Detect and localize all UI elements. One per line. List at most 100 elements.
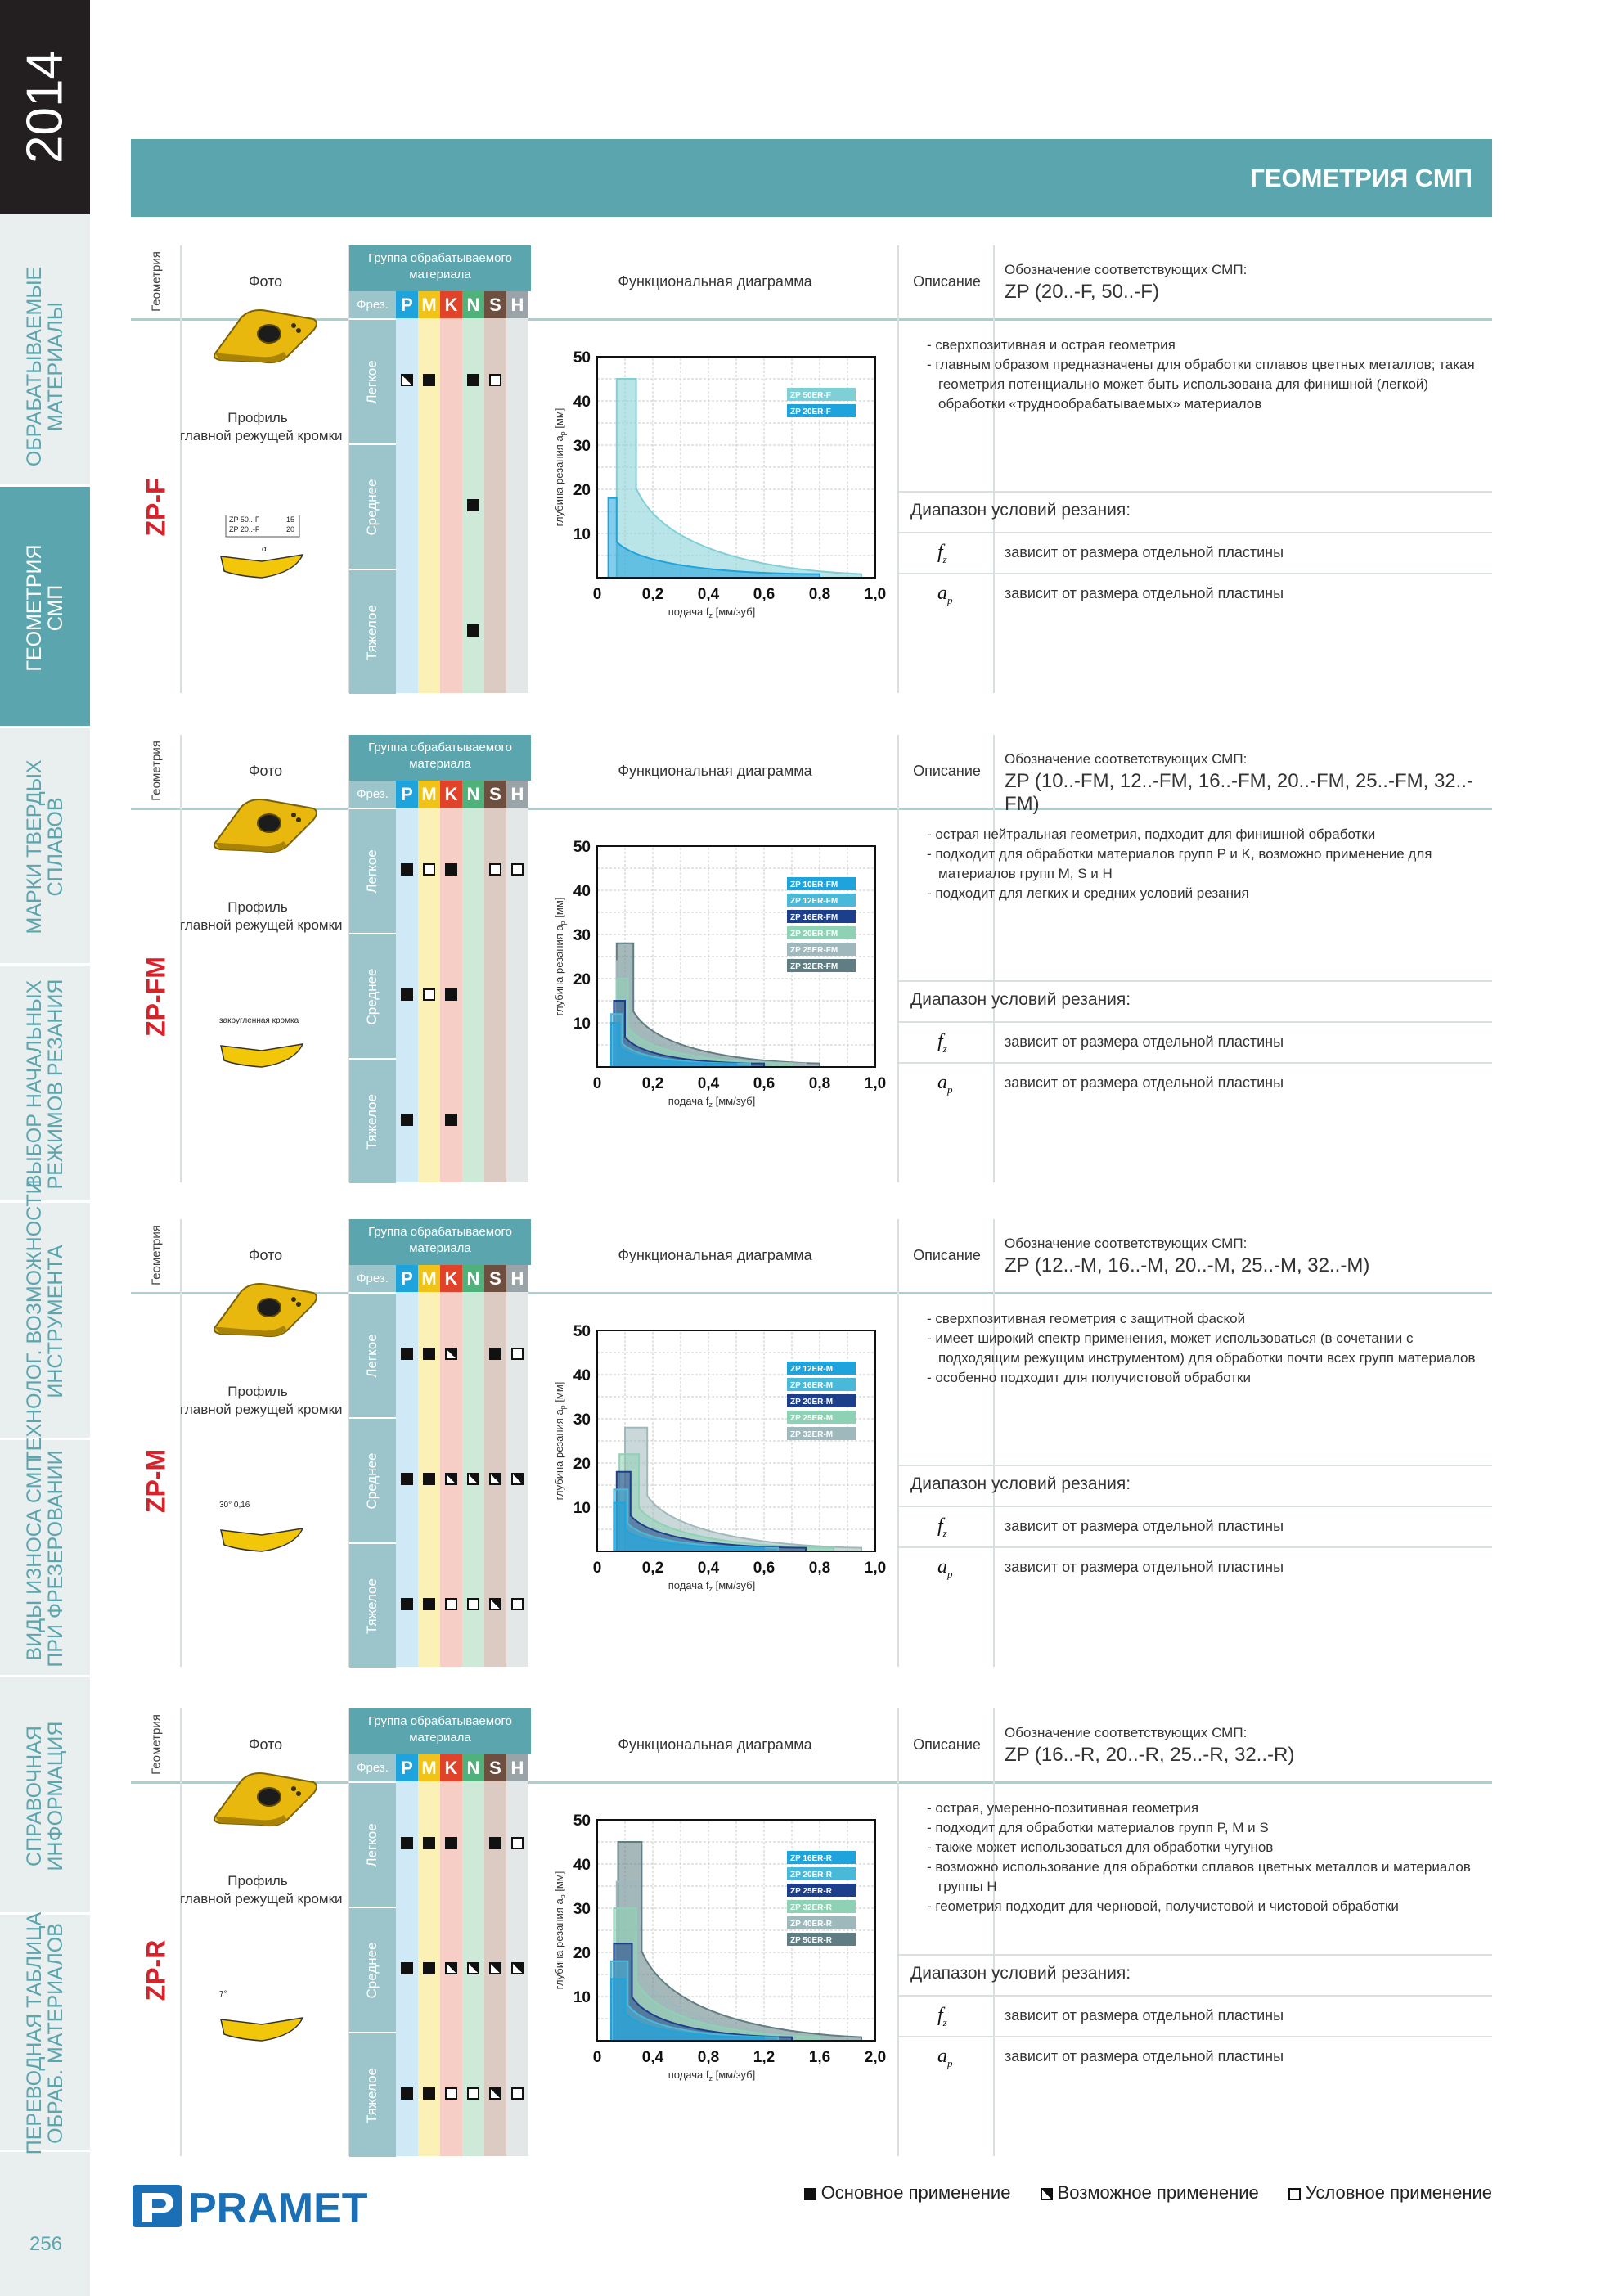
sidebar-tab-4[interactable]: ВЫБОР НАЧАЛЬНЫХ РЕЖИМОВ РЕЗАНИЯ bbox=[0, 966, 90, 1203]
designation-label: Обозначение соответствующих СМП: bbox=[1005, 751, 1248, 767]
legend-label: ZP 32ER-R bbox=[790, 1903, 833, 1912]
material-K-header: K bbox=[440, 781, 462, 808]
sidebar-tab-2[interactable]: ГЕОМЕТРИЯ СМП bbox=[0, 487, 90, 728]
x-tick-label: 0,8 bbox=[809, 1075, 830, 1092]
material-K-header: K bbox=[440, 1754, 462, 1781]
load-level-1: Легкое bbox=[349, 1781, 396, 1907]
x-tick-label: 0,8 bbox=[698, 2049, 719, 2066]
legend-label: ZP 25ER-M bbox=[790, 1414, 833, 1423]
range-label: Диапазон условий резания: bbox=[910, 990, 1131, 1009]
description-item: - острая, умеренно-позитивная геометрия bbox=[927, 1800, 1199, 1816]
legend-possible: Возможное применение bbox=[1040, 2182, 1259, 2204]
row-divider bbox=[899, 573, 1492, 574]
legend-swatch bbox=[787, 388, 856, 401]
frez-header: Фрез. bbox=[349, 1265, 396, 1292]
sketch-label: 7° bbox=[219, 1990, 227, 1999]
sidebar-tab-5[interactable]: ТЕХНОЛОГ. ВОЗМОЖНОСТИ ИНСТРУМЕНТА bbox=[0, 1179, 90, 1464]
column-divider bbox=[131, 245, 182, 693]
description-item: - острая нейтральная геометрия, подходит… bbox=[927, 826, 1376, 842]
load-level-3: Тяжелое bbox=[349, 2032, 396, 2157]
y-axis-label-text: глубина резания a bbox=[553, 1409, 565, 1501]
x-axis-subscript: z bbox=[709, 1101, 713, 1108]
geometry-section-zp-r: Геометрия Фото Группа обрабатываемого мате… bbox=[131, 1708, 1492, 2157]
sidebar-tab-label: ТЕХНОЛОГ. ВОЗМОЖНОСТИ ИНСТРУМЕНТА bbox=[23, 1179, 67, 1464]
legend-label: ZP 25ER-R bbox=[790, 1887, 833, 1896]
y-axis-label-text: глубина резания a bbox=[553, 1898, 565, 1990]
legend-label: ZP 40ER-R bbox=[790, 1920, 833, 1929]
sidebar-tab-1[interactable]: ОБРАБАТЫВАЕМЫЕ МАТЕРИАЛЫ bbox=[0, 245, 90, 487]
load-level-2: Среднее bbox=[349, 933, 396, 1058]
legend-swatch bbox=[787, 1884, 856, 1897]
profile-label: Профиль главной режущей кромки bbox=[180, 899, 343, 933]
geometry-section-zp-m: Геометрия Фото Группа обрабатываемого мате… bbox=[131, 1219, 1492, 1668]
range-label: Диапазон условий резания: bbox=[910, 1964, 1131, 1983]
page-title: ГЕОМЕТРИЯ СМП bbox=[1250, 164, 1472, 192]
load-level-1: Легкое bbox=[349, 318, 396, 443]
x-axis-label-text: подача f bbox=[668, 1095, 709, 1107]
legend-swatch bbox=[787, 926, 856, 939]
legend-swatch bbox=[787, 1933, 856, 1946]
material-S-header: S bbox=[484, 1265, 506, 1292]
description-list: - острая нейтральная геометрия, подходит… bbox=[927, 825, 1491, 903]
sidebar-tab-label: ВЫБОР НАЧАЛЬНЫХ РЕЖИМОВ РЕЗАНИЯ bbox=[23, 979, 67, 1190]
legend-main: Основное применение bbox=[803, 2182, 1010, 2204]
sidebar-tab-3[interactable]: МАРКИ ТВЕРДЫХ СПЛАВОВ bbox=[0, 728, 90, 966]
usage-legend: Основное применение Возможное применение… bbox=[780, 2182, 1492, 2204]
usage-mark-full bbox=[423, 374, 435, 386]
y-tick-label: 40 bbox=[573, 1367, 591, 1384]
y-tick-label: 40 bbox=[573, 394, 591, 411]
x-axis-label-text: подача f bbox=[668, 2069, 709, 2081]
designation-value: ZP (20..-F, 50..-F) bbox=[1005, 281, 1159, 303]
ap-letter: a bbox=[937, 2046, 947, 2067]
range-label: Диапазон условий резания: bbox=[910, 1474, 1131, 1493]
sidebar-tab-label: ОБРАБАТЫВАЕМЫЕ МАТЕРИАЛЫ bbox=[23, 266, 67, 466]
x-tick-label: 0,8 bbox=[809, 586, 830, 603]
legend-swatch bbox=[787, 877, 856, 890]
material-K-header: K bbox=[440, 1265, 462, 1292]
load-level-label: Тяжелое bbox=[364, 1578, 380, 1634]
plot-frame bbox=[596, 356, 876, 579]
x-tick-label: 0,2 bbox=[642, 586, 663, 603]
frez-header: Фрез. bbox=[349, 781, 396, 808]
profile-label: Профиль главной режущей кромки bbox=[180, 410, 343, 443]
usage-mark-empty bbox=[489, 863, 501, 876]
sketch-table-name: ZP 50..-F bbox=[229, 515, 260, 524]
sidebar-tab-7[interactable]: СПРАВОЧНАЯ ИНФОРМАЦИЯ bbox=[0, 1677, 90, 1915]
usage-mark-half bbox=[401, 374, 413, 386]
legend-label: ZP 16ER-M bbox=[790, 1381, 833, 1390]
legend-conditional-label: Условное применение bbox=[1305, 2182, 1492, 2203]
material-M-header: M bbox=[418, 1265, 440, 1292]
series-area bbox=[613, 1501, 765, 1552]
header-divider bbox=[131, 318, 1492, 321]
row-divider bbox=[899, 1954, 1492, 1956]
sidebar-tab-6[interactable]: ВИДЫ ИЗНОСА СМП ПРИ ФРЕЗЕРОВАНИИ bbox=[0, 1440, 90, 1677]
load-level-label: Тяжелое bbox=[364, 2068, 380, 2123]
description-header: Описание bbox=[913, 763, 981, 779]
material-group-header: Группа обрабатываемого материала bbox=[349, 1708, 531, 1754]
x-axis-label-text: подача f bbox=[668, 606, 709, 618]
fz-subscript: z bbox=[942, 1526, 947, 1539]
y-tick-label: 30 bbox=[573, 1901, 591, 1918]
load-level-1: Легкое bbox=[349, 1292, 396, 1417]
page-number: 256 bbox=[29, 2233, 63, 2255]
legend-label: ZP 50ER-R bbox=[790, 1936, 833, 1945]
usage-mark-half bbox=[489, 2087, 501, 2100]
usage-mark-full bbox=[401, 1473, 413, 1485]
geometry-model-label: ZP-M bbox=[141, 1448, 171, 1514]
usage-mark-full bbox=[445, 1837, 457, 1849]
functional-diagram: ZP 50ER-F ZP 20ER-F 0 0,2 0,4 0,6 0,8 1,0 10 20 30… bbox=[553, 349, 886, 619]
ap-symbol: ap bbox=[937, 2046, 953, 2070]
usage-mark-full bbox=[401, 1348, 413, 1360]
sidebar-tab-8[interactable]: ПЕРЕВОДНАЯ ТАБЛИЦА ОБРАБ. МАТЕРИАЛОВ bbox=[0, 1912, 90, 2154]
profile-label: Профиль главной режущей кромки bbox=[180, 1873, 343, 1907]
diagram-header: Функциональная диаграмма bbox=[618, 1247, 812, 1263]
usage-mark-full bbox=[401, 1837, 413, 1849]
usage-mark-half bbox=[511, 1473, 524, 1485]
series-area bbox=[610, 1022, 737, 1068]
fz-symbol: fz bbox=[937, 542, 947, 566]
ap-symbol: ap bbox=[937, 1072, 953, 1096]
description-list: - острая, умеренно-позитивная геометрия -… bbox=[927, 1799, 1491, 1916]
description-list: - сверхпозитивная геометрия с защитной ф… bbox=[927, 1309, 1491, 1388]
material-P-header: P bbox=[396, 1265, 418, 1292]
y-tick-label: 50 bbox=[573, 349, 591, 367]
